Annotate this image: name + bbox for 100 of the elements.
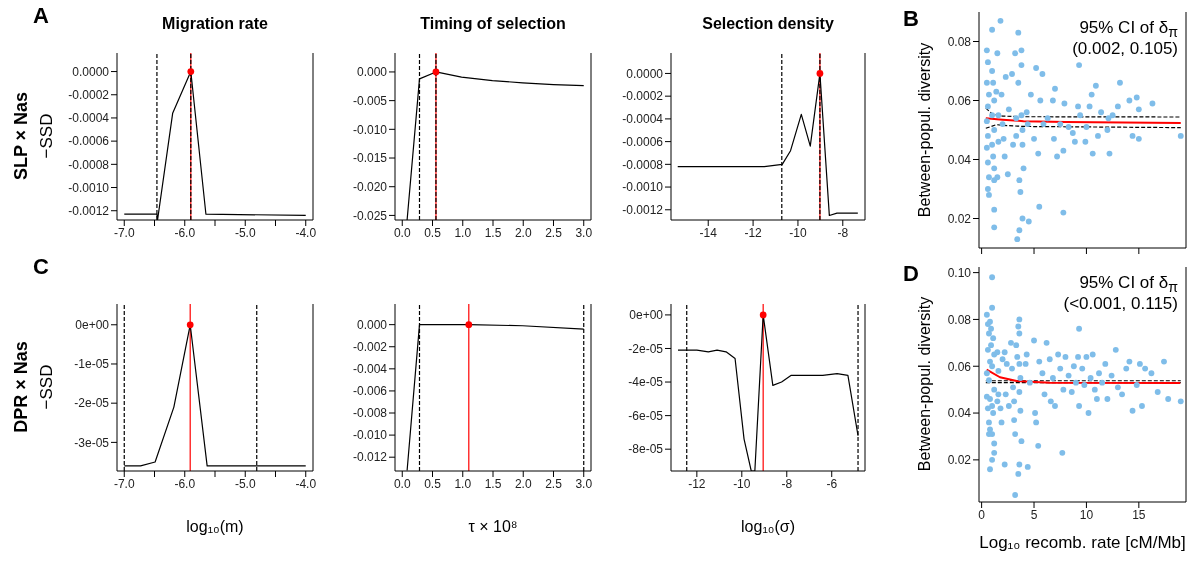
x-tick-label: -12	[688, 476, 706, 491]
y-tick-label: 0.02	[947, 211, 972, 226]
y-tick-label: -0.005	[352, 93, 388, 108]
x-tick-label: -5.0	[234, 225, 256, 240]
x-tick-label: -6	[826, 476, 838, 491]
y-axis-title: Between-popul. diversity	[916, 42, 934, 217]
y-tick-label: -0.0008	[622, 157, 664, 172]
y-tick-label: -0.0012	[622, 203, 664, 218]
x-tick-label: -10	[733, 476, 751, 491]
annotation: (<0.001, 0.115)	[1063, 294, 1178, 314]
y-tick-label: 0.08	[947, 312, 972, 327]
y-tick-label: -8e-05	[628, 442, 664, 457]
x-tick-label: -4.0	[295, 225, 317, 240]
y-tick-label: -0.015	[352, 151, 388, 166]
x-tick-label: 2.0	[514, 225, 532, 240]
x-tick-label: -6.0	[174, 476, 196, 491]
y-tick-label: -0.0004	[622, 112, 664, 127]
text: A	[33, 3, 49, 29]
y-tick-label: -0.010	[352, 122, 388, 137]
y-tick-label: -0.0008	[68, 157, 110, 172]
y-tick-label: -0.025	[352, 208, 388, 223]
x-axis-title: Log₁₀ recomb. rate [cM/Mb]	[979, 533, 1186, 553]
y-tick-label: -0.020	[352, 179, 388, 194]
y-axis-title: Between-popul. diversity	[916, 296, 934, 472]
text: C	[33, 254, 49, 280]
y-tick-label: 0.04	[947, 406, 972, 421]
text: SLP × Nas	[10, 91, 32, 181]
x-tick-label: -10	[789, 225, 807, 240]
x-tick-label: -4.0	[295, 476, 317, 491]
y-tick-label: -0.0010	[68, 180, 110, 195]
y-tick-label: -0.0002	[68, 88, 110, 103]
x-tick-label: 10	[1079, 507, 1094, 522]
x-tick-label: -6.0	[174, 225, 196, 240]
y-tick-label: -0.008	[352, 406, 388, 421]
y-tick-label: 0.08	[947, 34, 972, 49]
y-tick-label: -0.0004	[68, 111, 110, 126]
y-axis-title: −SSD	[37, 113, 57, 159]
x-tick-label: 0.5	[424, 225, 442, 240]
text: D	[903, 261, 919, 287]
y-tick-label: -0.0002	[622, 89, 664, 104]
x-tick-label: 1.0	[454, 476, 472, 491]
y-tick-label: 0.06	[947, 93, 972, 108]
y-tick-label: -0.004	[352, 362, 388, 377]
y-tick-label: 0.000	[356, 317, 388, 332]
x-axis-title: log₁₀(m)	[186, 518, 244, 536]
x-tick-label: -5.0	[234, 476, 256, 491]
y-tick-label: 0.10	[947, 265, 972, 280]
x-tick-label: 0.0	[393, 476, 411, 491]
y-tick-label: 0.06	[947, 359, 972, 374]
y-tick-label: -0.006	[352, 384, 388, 399]
chart-title: Selection density	[702, 15, 834, 33]
y-tick-label: 0.04	[947, 152, 972, 167]
y-tick-label: 0e+00	[629, 308, 664, 323]
y-tick-label: 0e+00	[75, 318, 110, 333]
x-axis-title: log₁₀(σ)	[741, 518, 795, 536]
x-tick-label: 1.0	[454, 225, 472, 240]
y-tick-label: -1e-05	[74, 357, 110, 372]
y-tick-label: -6e-05	[628, 408, 664, 423]
x-tick-label: 2.5	[545, 476, 563, 491]
y-tick-label: -0.010	[352, 428, 388, 443]
y-tick-label: -0.0010	[622, 180, 664, 195]
x-tick-label: 1.5	[484, 225, 502, 240]
y-tick-label: -2e-05	[628, 341, 664, 356]
x-tick-label: -14	[699, 225, 718, 240]
x-tick-label: 15	[1132, 507, 1146, 522]
y-tick-label: 0.02	[947, 453, 972, 468]
x-tick-label: -7.0	[113, 476, 135, 491]
chart-title: Timing of selection	[420, 15, 566, 33]
y-tick-label: -3e-05	[74, 435, 110, 450]
y-tick-label: 0.000	[356, 65, 388, 80]
x-tick-label: 5	[1030, 507, 1038, 522]
x-tick-label: 3.0	[575, 225, 593, 240]
text: B	[903, 6, 919, 32]
y-tick-label: -0.0006	[68, 134, 110, 149]
x-tick-label: 2.0	[514, 476, 532, 491]
y-tick-label: -0.0012	[68, 203, 110, 218]
y-tick-label: -2e-05	[74, 396, 110, 411]
y-tick-label: -0.012	[352, 450, 388, 465]
annotation: 95% CI of δ$_{π}$	[1079, 273, 1178, 296]
chart-title: Migration rate	[162, 15, 268, 33]
x-tick-label: -7.0	[113, 225, 135, 240]
x-tick-label: -8	[837, 225, 849, 240]
x-axis-title: τ × 10⁸	[468, 518, 518, 536]
y-tick-label: -4e-05	[628, 375, 664, 390]
y-tick-label: 0.0000	[72, 64, 110, 79]
x-tick-label: -12	[744, 225, 763, 240]
annotation: 95% CI of δ$_{π}$	[1079, 18, 1178, 41]
annotation: (0.002, 0.105)	[1072, 39, 1178, 59]
y-axis-title: −SSD	[37, 364, 57, 410]
x-tick-label: 2.5	[545, 225, 563, 240]
x-tick-label: -8	[781, 476, 793, 491]
text: DPR × Nas	[10, 341, 32, 433]
x-tick-label: 0.5	[424, 476, 442, 491]
y-tick-label: 0.0000	[626, 66, 664, 81]
x-tick-label: 3.0	[575, 476, 593, 491]
x-tick-label: 0.0	[393, 225, 411, 240]
y-tick-label: -0.0006	[622, 134, 664, 149]
x-tick-label: 0	[978, 507, 986, 522]
x-tick-label: 1.5	[484, 476, 502, 491]
y-tick-label: -0.002	[352, 340, 388, 354]
